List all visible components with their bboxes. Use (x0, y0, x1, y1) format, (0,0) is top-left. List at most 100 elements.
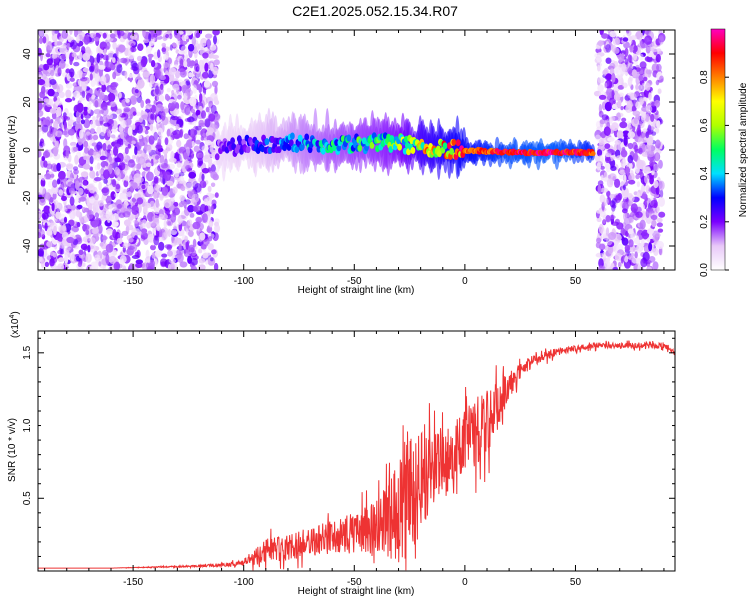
x-tick-label: -150 (123, 276, 143, 287)
noise-blob (112, 249, 118, 256)
noise-blob (99, 41, 108, 50)
noise-blob (49, 108, 57, 114)
noise-blob (210, 182, 216, 188)
signal-core (410, 147, 416, 154)
noise-blob (638, 53, 644, 61)
noise-blob (598, 223, 604, 234)
noise-blob (39, 91, 45, 99)
noise-blob (131, 227, 137, 237)
noise-blob (629, 55, 633, 64)
noise-blob (632, 238, 640, 244)
noise-blob (176, 39, 181, 46)
noise-blob (98, 261, 102, 267)
colorbar-label: Normalized spectral amplitude (738, 82, 749, 217)
noise-blob (96, 126, 102, 134)
noise-blob (92, 134, 99, 141)
noise-blob (161, 253, 168, 258)
noise-blob (187, 204, 195, 213)
noise-blob (143, 205, 148, 213)
noise-blob (595, 54, 602, 63)
noise-blob (91, 226, 99, 234)
noise-blob (175, 70, 180, 79)
noise-blob (92, 116, 96, 121)
noise-blob (157, 138, 162, 147)
noise-blob (116, 237, 123, 245)
noise-blob (61, 231, 69, 240)
noise-blob (635, 67, 641, 72)
y-tick-label: 40 (22, 48, 33, 60)
noise-blob (38, 255, 43, 262)
noise-blob (47, 41, 53, 51)
noise-blob (605, 57, 612, 64)
noise-blob (179, 40, 188, 46)
noise-blob (43, 205, 51, 214)
noise-blob (170, 212, 177, 223)
noise-blob (189, 212, 195, 218)
noise-blob (94, 76, 99, 82)
colorbar-tick-label: 0.0 (699, 263, 710, 277)
noise-blob (611, 44, 617, 52)
noise-blob (50, 119, 54, 124)
noise-blob (69, 203, 76, 211)
noise-blob (117, 233, 124, 239)
noise-blob (162, 149, 169, 155)
noise-blob (146, 162, 152, 168)
noise-blob (595, 134, 601, 141)
noise-blob (41, 142, 46, 147)
noise-blob (129, 262, 136, 270)
noise-blob (142, 136, 148, 147)
noise-blob (108, 255, 117, 265)
snr-multiplier-base: (x10 (10, 318, 21, 338)
y-tick-label: 20 (22, 96, 33, 108)
noise-blob (608, 232, 617, 240)
noise-blob (65, 263, 69, 269)
noise-blob (623, 211, 627, 221)
noise-blob (185, 240, 189, 250)
noise-blob (597, 40, 604, 47)
noise-blob (38, 194, 43, 200)
noise-blob (157, 127, 163, 137)
noise-blob (651, 54, 657, 59)
noise-blob (201, 92, 206, 102)
noise-blob (629, 92, 637, 100)
snr-y-axis-label: SNR (10 * v/v) (7, 418, 18, 482)
noise-blob (185, 182, 193, 192)
noise-blob (99, 242, 104, 247)
noise-blob (639, 38, 648, 49)
noise-blob (155, 198, 159, 208)
noise-blob (163, 219, 168, 229)
noise-blob (195, 84, 202, 91)
noise-blob (200, 244, 207, 250)
noise-blob (53, 120, 59, 130)
noise-blob (41, 212, 49, 220)
noise-blob (624, 166, 631, 175)
noise-blob (155, 184, 162, 193)
noise-blob (650, 195, 654, 201)
noise-blob (646, 105, 653, 113)
noise-blob (643, 166, 651, 175)
noise-blob (38, 150, 42, 158)
noise-blob (649, 175, 654, 185)
noise-blob (91, 94, 95, 100)
noise-blob (212, 30, 220, 36)
noise-blob (124, 175, 130, 182)
noise-blob (153, 176, 159, 184)
noise-blob (199, 180, 207, 189)
noise-blob (169, 263, 176, 270)
noise-blob (659, 75, 664, 83)
noise-blob (124, 71, 128, 79)
noise-blob (151, 104, 156, 114)
noise-blob (658, 180, 665, 191)
noise-blob (58, 91, 65, 99)
noise-blob (93, 151, 98, 160)
noise-blob (640, 257, 648, 268)
noise-blob (619, 121, 628, 129)
spectrogram-cells (38, 30, 666, 270)
noise-blob (609, 62, 616, 70)
noise-blob (195, 216, 203, 224)
noise-blob (90, 63, 95, 72)
noise-blob (72, 166, 79, 171)
noise-blob (658, 159, 663, 169)
noise-blob (71, 53, 77, 58)
noise-blob (605, 73, 612, 81)
